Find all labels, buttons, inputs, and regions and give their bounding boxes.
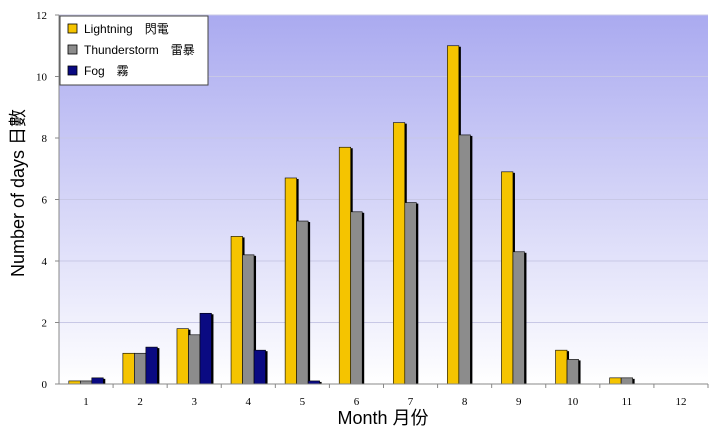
bars [68,45,635,385]
bar [555,349,568,385]
legend-swatch [67,44,78,55]
x-axis-title: Month 月份 [337,408,428,428]
x-tick-label: 5 [300,396,306,408]
bar [458,134,471,385]
legend-label: Thunderstorm 雷暴 [84,43,195,57]
bar [134,352,147,385]
y-tick-label: 12 [36,10,47,22]
y-axis-title: Number of days 日數 [8,109,28,277]
x-tick-label: 7 [408,396,414,408]
bar [91,377,104,385]
bar [176,328,189,385]
x-tick-labels: 1 2 3 4 5 6 7 8 9 10 11 12 [83,384,709,408]
legend-label: Fog 霧 [84,64,129,78]
x-tick-label: 6 [354,396,360,408]
x-tick-label: 2 [137,396,143,408]
gridlines [59,14,708,323]
legend-swatch [67,23,78,34]
bar [199,312,212,385]
y-tick-label: 6 [42,195,48,207]
legend-label: Lightning 閃電 [84,22,169,36]
y-tick-label: 10 [36,72,48,84]
x-tick-label: 12 [675,396,686,408]
bar [230,236,243,385]
bar [350,211,363,385]
bar [338,146,352,385]
bar [242,254,255,385]
bar [404,202,417,385]
y-tick-label: 8 [42,133,48,145]
bar [188,334,201,385]
bar [566,359,579,385]
x-tick-label: 8 [462,396,468,408]
y-tick-labels: 0 2 4 6 8 10 12 [36,10,59,391]
bar [145,346,158,385]
bar [296,220,309,385]
bar [609,377,622,385]
bar [122,352,135,385]
y-tick-label: 4 [42,256,48,268]
y-tick-label: 2 [42,318,48,330]
bar [392,122,406,385]
bar [512,251,525,385]
bar [620,377,633,385]
x-tick-label: 11 [622,396,633,408]
bar [501,171,514,385]
legend-box [59,15,209,86]
legend: Lightning 閃電 Thunderstorm 雷暴 Fog 霧 [59,15,209,86]
x-tick-label: 9 [516,396,522,408]
bar [284,177,297,385]
legend-swatch [67,65,78,76]
x-tick-label: 4 [246,396,252,408]
bar [253,349,266,385]
bar [447,45,460,385]
x-tick-label: 1 [83,396,89,408]
x-tick-label: 3 [191,396,197,408]
y-tick-label: 0 [42,379,48,391]
x-tick-label: 10 [567,396,579,408]
